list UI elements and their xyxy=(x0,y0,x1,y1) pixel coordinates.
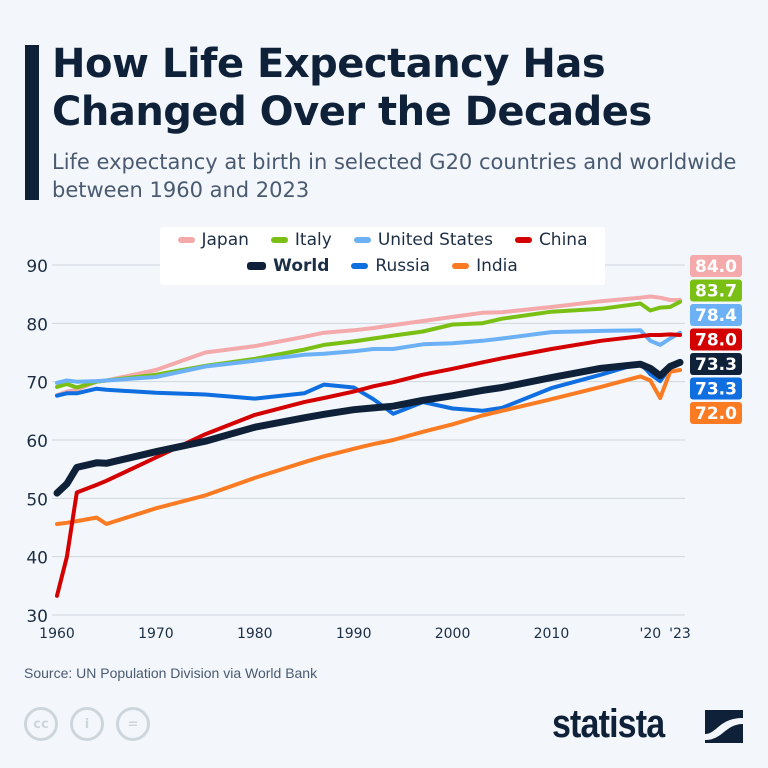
end-label-value: 73.3 xyxy=(695,355,737,375)
x-tick-label: 1960 xyxy=(39,626,75,642)
legend-label: World xyxy=(273,256,330,276)
legend-label: Japan xyxy=(201,230,249,250)
statista-logo[interactable]: statista xyxy=(552,702,665,746)
legend-swatch xyxy=(177,237,195,243)
legend-row: World Russia India xyxy=(160,256,605,276)
end-label-badge xyxy=(690,353,742,375)
series-line-india xyxy=(55,368,682,526)
legend-label: India xyxy=(476,256,518,276)
statista-logo-icon xyxy=(705,710,743,743)
attribution-icon[interactable]: i xyxy=(70,707,104,741)
end-label-value: 72.0 xyxy=(695,404,737,424)
end-label-value: 84.0 xyxy=(695,257,737,277)
y-tick-label: 60 xyxy=(26,432,48,452)
y-tick-label: 80 xyxy=(26,315,48,335)
end-label-badge xyxy=(690,377,742,400)
legend-item: Russia xyxy=(351,256,430,276)
y-tick-label: 30 xyxy=(26,607,48,627)
legend-item: China xyxy=(514,230,588,250)
legend-item: Italy xyxy=(270,230,332,250)
no-derivatives-icon[interactable]: = xyxy=(116,707,150,741)
end-label-value: 78.0 xyxy=(695,331,737,351)
end-label-value: 83.7 xyxy=(695,282,737,302)
series-line-china xyxy=(55,332,682,598)
source-note: Source: UN Population Division via World… xyxy=(24,665,318,681)
y-tick-label: 50 xyxy=(26,490,48,510)
page-title: How Life Expectancy Has Changed Over the… xyxy=(52,41,652,135)
series-line-united-states xyxy=(55,328,682,385)
legend-swatch xyxy=(353,237,371,243)
end-label-badge xyxy=(690,328,742,351)
legend-swatch xyxy=(351,263,369,269)
legend-item: World xyxy=(247,256,329,276)
page-subtitle: Life expectancy at birth in selected G20… xyxy=(52,150,737,202)
x-tick-label: '23 xyxy=(669,626,691,642)
legend-swatch xyxy=(514,237,532,243)
series-line-world xyxy=(53,358,684,497)
legend-item: India xyxy=(452,256,518,276)
y-tick-label: 70 xyxy=(26,374,48,394)
y-tick-label: 90 xyxy=(26,257,48,277)
end-label-badge xyxy=(690,402,742,424)
end-label-value: 78.4 xyxy=(695,306,737,326)
end-label-badge xyxy=(690,255,742,277)
legend-swatch xyxy=(247,262,267,270)
y-tick-label: 40 xyxy=(26,549,48,569)
x-tick-label: 1990 xyxy=(336,626,372,642)
cc-icon[interactable]: cc xyxy=(24,707,58,741)
end-label-badge xyxy=(690,279,742,302)
end-label-badge xyxy=(690,304,742,326)
legend-row: Japan Italy United States China xyxy=(160,230,605,250)
legend-label: China xyxy=(538,230,588,250)
end-label-value: 73.3 xyxy=(695,380,737,400)
legend-label: Italy xyxy=(294,230,332,250)
title-accent-bar xyxy=(25,45,39,200)
legend-item: Japan xyxy=(177,230,249,250)
x-tick-label: 1980 xyxy=(237,626,273,642)
legend: Japan Italy United States China World Russia… xyxy=(160,227,605,285)
legend-item: United States xyxy=(353,230,493,250)
x-tick-label: '20 xyxy=(639,626,661,642)
legend-swatch xyxy=(270,237,288,243)
legend-swatch xyxy=(452,263,470,269)
legend-label: United States xyxy=(377,230,493,250)
legend-label: Russia xyxy=(375,256,431,276)
x-tick-label: 1970 xyxy=(138,626,174,642)
x-tick-label: 2000 xyxy=(435,626,471,642)
x-tick-label: 2010 xyxy=(534,626,570,642)
